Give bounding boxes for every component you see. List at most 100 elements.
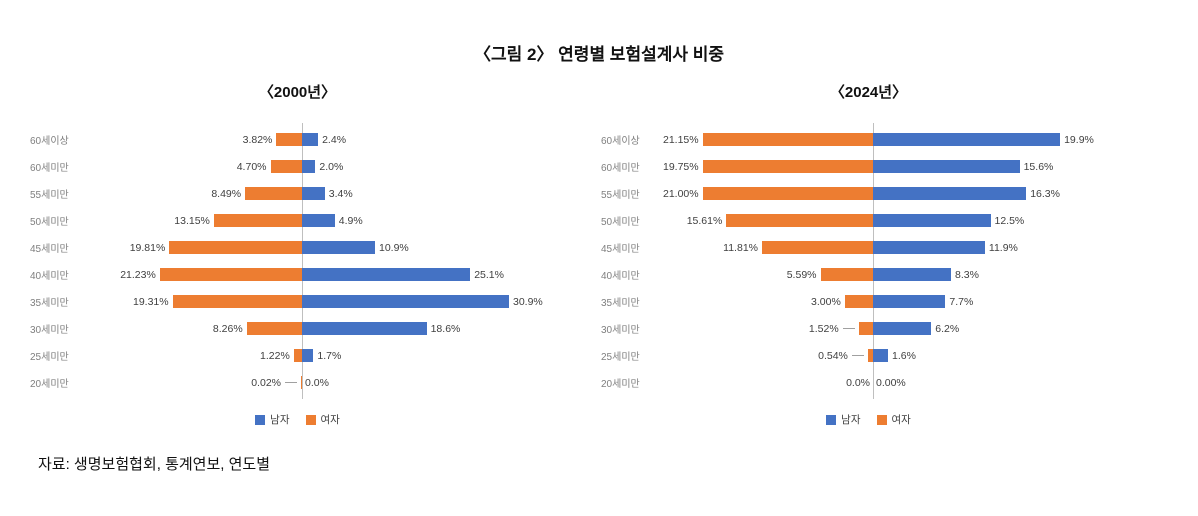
male-bar-area: 8.3% bbox=[873, 261, 1136, 288]
female-bar-area: 0.0% bbox=[663, 369, 873, 396]
chart-row: 30세미만 8.26% 18.6% bbox=[30, 315, 565, 342]
chart-row: 25세미만 0.54% 1.6% bbox=[601, 342, 1136, 369]
female-value-label: 5.59% bbox=[786, 268, 817, 281]
category-label: 20세미만 bbox=[30, 379, 69, 390]
category-label: 60세이상 bbox=[30, 136, 69, 147]
female-bar bbox=[159, 268, 302, 281]
chart-row: 25세미만 1.22% 1.7% bbox=[30, 342, 565, 369]
male-bar bbox=[873, 160, 1020, 173]
chart-row: 20세미만 0.02% 0.0% bbox=[30, 369, 565, 396]
female-bar bbox=[867, 349, 873, 362]
female-bar-area: 21.00% bbox=[663, 180, 873, 207]
legend-item-male: 남자 bbox=[255, 412, 290, 427]
female-bar bbox=[213, 214, 302, 227]
female-value-label: 3.82% bbox=[242, 133, 273, 146]
female-legend-swatch bbox=[876, 414, 887, 425]
chart-2000-legend: 남자 여자 bbox=[30, 412, 565, 427]
male-bar-area: 0.00% bbox=[873, 369, 1136, 396]
male-legend-swatch bbox=[255, 414, 266, 425]
male-value-label: 30.9% bbox=[513, 295, 543, 308]
female-bar bbox=[246, 322, 302, 335]
male-bar-area: 10.9% bbox=[302, 234, 565, 261]
female-bar bbox=[245, 187, 302, 200]
female-value-label: 8.26% bbox=[212, 322, 243, 335]
male-bar bbox=[873, 241, 985, 254]
category-label: 20세미만 bbox=[601, 379, 640, 390]
male-bar bbox=[873, 349, 888, 362]
chart-row: 45세미만 19.81% 10.9% bbox=[30, 234, 565, 261]
female-bar bbox=[293, 349, 302, 362]
male-value-label: 0.0% bbox=[305, 376, 329, 389]
category-label: 40세미만 bbox=[601, 271, 640, 282]
female-bar bbox=[702, 160, 873, 173]
chart-row: 55세미만 21.00% 16.3% bbox=[601, 180, 1136, 207]
female-bar-area: 19.75% bbox=[663, 153, 873, 180]
category-label: 45세미만 bbox=[601, 244, 640, 255]
female-bar-area: 3.00% bbox=[663, 288, 873, 315]
chart-row: 50세미만 13.15% 4.9% bbox=[30, 207, 565, 234]
female-bar-area: 11.81% bbox=[663, 234, 873, 261]
category-label: 40세미만 bbox=[30, 271, 69, 282]
source-note: 자료: 생명보험협회, 통계연보, 연도별 bbox=[38, 456, 271, 473]
category-label: 45세미만 bbox=[30, 244, 69, 255]
female-value-label: 1.52% bbox=[808, 322, 839, 335]
male-bar-area: 18.6% bbox=[302, 315, 565, 342]
male-value-label: 3.4% bbox=[328, 187, 353, 200]
category-label: 50세미만 bbox=[601, 217, 640, 228]
male-bar bbox=[302, 133, 319, 146]
chart-2024-legend: 남자 여자 bbox=[601, 412, 1136, 427]
male-bar-area: 2.0% bbox=[302, 153, 565, 180]
female-value-label: 0.54% bbox=[818, 349, 848, 362]
male-bar bbox=[873, 322, 932, 335]
category-label: 60세이상 bbox=[601, 136, 640, 147]
female-bar bbox=[726, 214, 873, 227]
female-value-label: 0.02% bbox=[251, 376, 281, 389]
male-bar-area: 1.6% bbox=[873, 342, 1136, 369]
category-label: 60세미만 bbox=[601, 163, 640, 174]
axis-line bbox=[873, 123, 874, 399]
male-value-label: 2.4% bbox=[322, 133, 347, 146]
male-bar-area: 7.7% bbox=[873, 288, 1136, 315]
male-value-label: 11.9% bbox=[988, 241, 1018, 254]
chart-row: 35세미만 3.00% 7.7% bbox=[601, 288, 1136, 315]
female-bar-area: 13.15% bbox=[92, 207, 302, 234]
chart-2024-title: 〈2024년〉 bbox=[829, 84, 908, 101]
chart-row: 35세미만 19.31% 30.9% bbox=[30, 288, 565, 315]
female-bar bbox=[276, 133, 302, 146]
female-bar bbox=[820, 268, 873, 281]
chart-2024-plot: 60세이상 21.15% 19.9% 60세미만 19.75% 15.6% 55세미만 21.… bbox=[601, 123, 1136, 399]
chart-row: 45세미만 11.81% 11.9% bbox=[601, 234, 1136, 261]
category-label: 35세미만 bbox=[601, 298, 640, 309]
female-bar bbox=[172, 295, 302, 308]
male-bar-area: 19.9% bbox=[873, 126, 1136, 153]
male-bar-area: 12.5% bbox=[873, 207, 1136, 234]
male-value-label: 0.00% bbox=[876, 376, 906, 389]
female-value-label: 8.49% bbox=[211, 187, 242, 200]
male-value-label: 6.2% bbox=[935, 322, 960, 335]
male-bar bbox=[302, 268, 471, 281]
male-bar bbox=[302, 160, 316, 173]
male-bar bbox=[302, 187, 325, 200]
female-bar-area: 19.81% bbox=[92, 234, 302, 261]
figure-title: 〈그림 2〉 연령별 보험설계사 비중 bbox=[473, 45, 725, 64]
female-bar-area: 0.54% bbox=[663, 342, 873, 369]
male-value-label: 12.5% bbox=[994, 214, 1025, 227]
male-bar bbox=[873, 187, 1027, 200]
male-bar-area: 16.3% bbox=[873, 180, 1136, 207]
male-value-label: 19.9% bbox=[1064, 133, 1094, 146]
female-value-label: 4.70% bbox=[236, 160, 267, 173]
category-label: 55세미만 bbox=[30, 190, 69, 201]
female-bar-area: 21.15% bbox=[663, 126, 873, 153]
female-legend-label: 여자 bbox=[891, 414, 911, 426]
male-bar-area: 25.1% bbox=[302, 261, 565, 288]
leader-line bbox=[285, 382, 297, 383]
female-bar-area: 19.31% bbox=[92, 288, 302, 315]
male-bar-area: 15.6% bbox=[873, 153, 1136, 180]
male-bar-area: 2.4% bbox=[302, 126, 565, 153]
male-legend-label: 남자 bbox=[841, 414, 861, 426]
female-value-label: 15.61% bbox=[686, 214, 723, 227]
chart-row: 55세미만 8.49% 3.4% bbox=[30, 180, 565, 207]
female-bar-area: 4.70% bbox=[92, 153, 302, 180]
female-bar bbox=[844, 295, 873, 308]
male-value-label: 16.3% bbox=[1030, 187, 1060, 200]
